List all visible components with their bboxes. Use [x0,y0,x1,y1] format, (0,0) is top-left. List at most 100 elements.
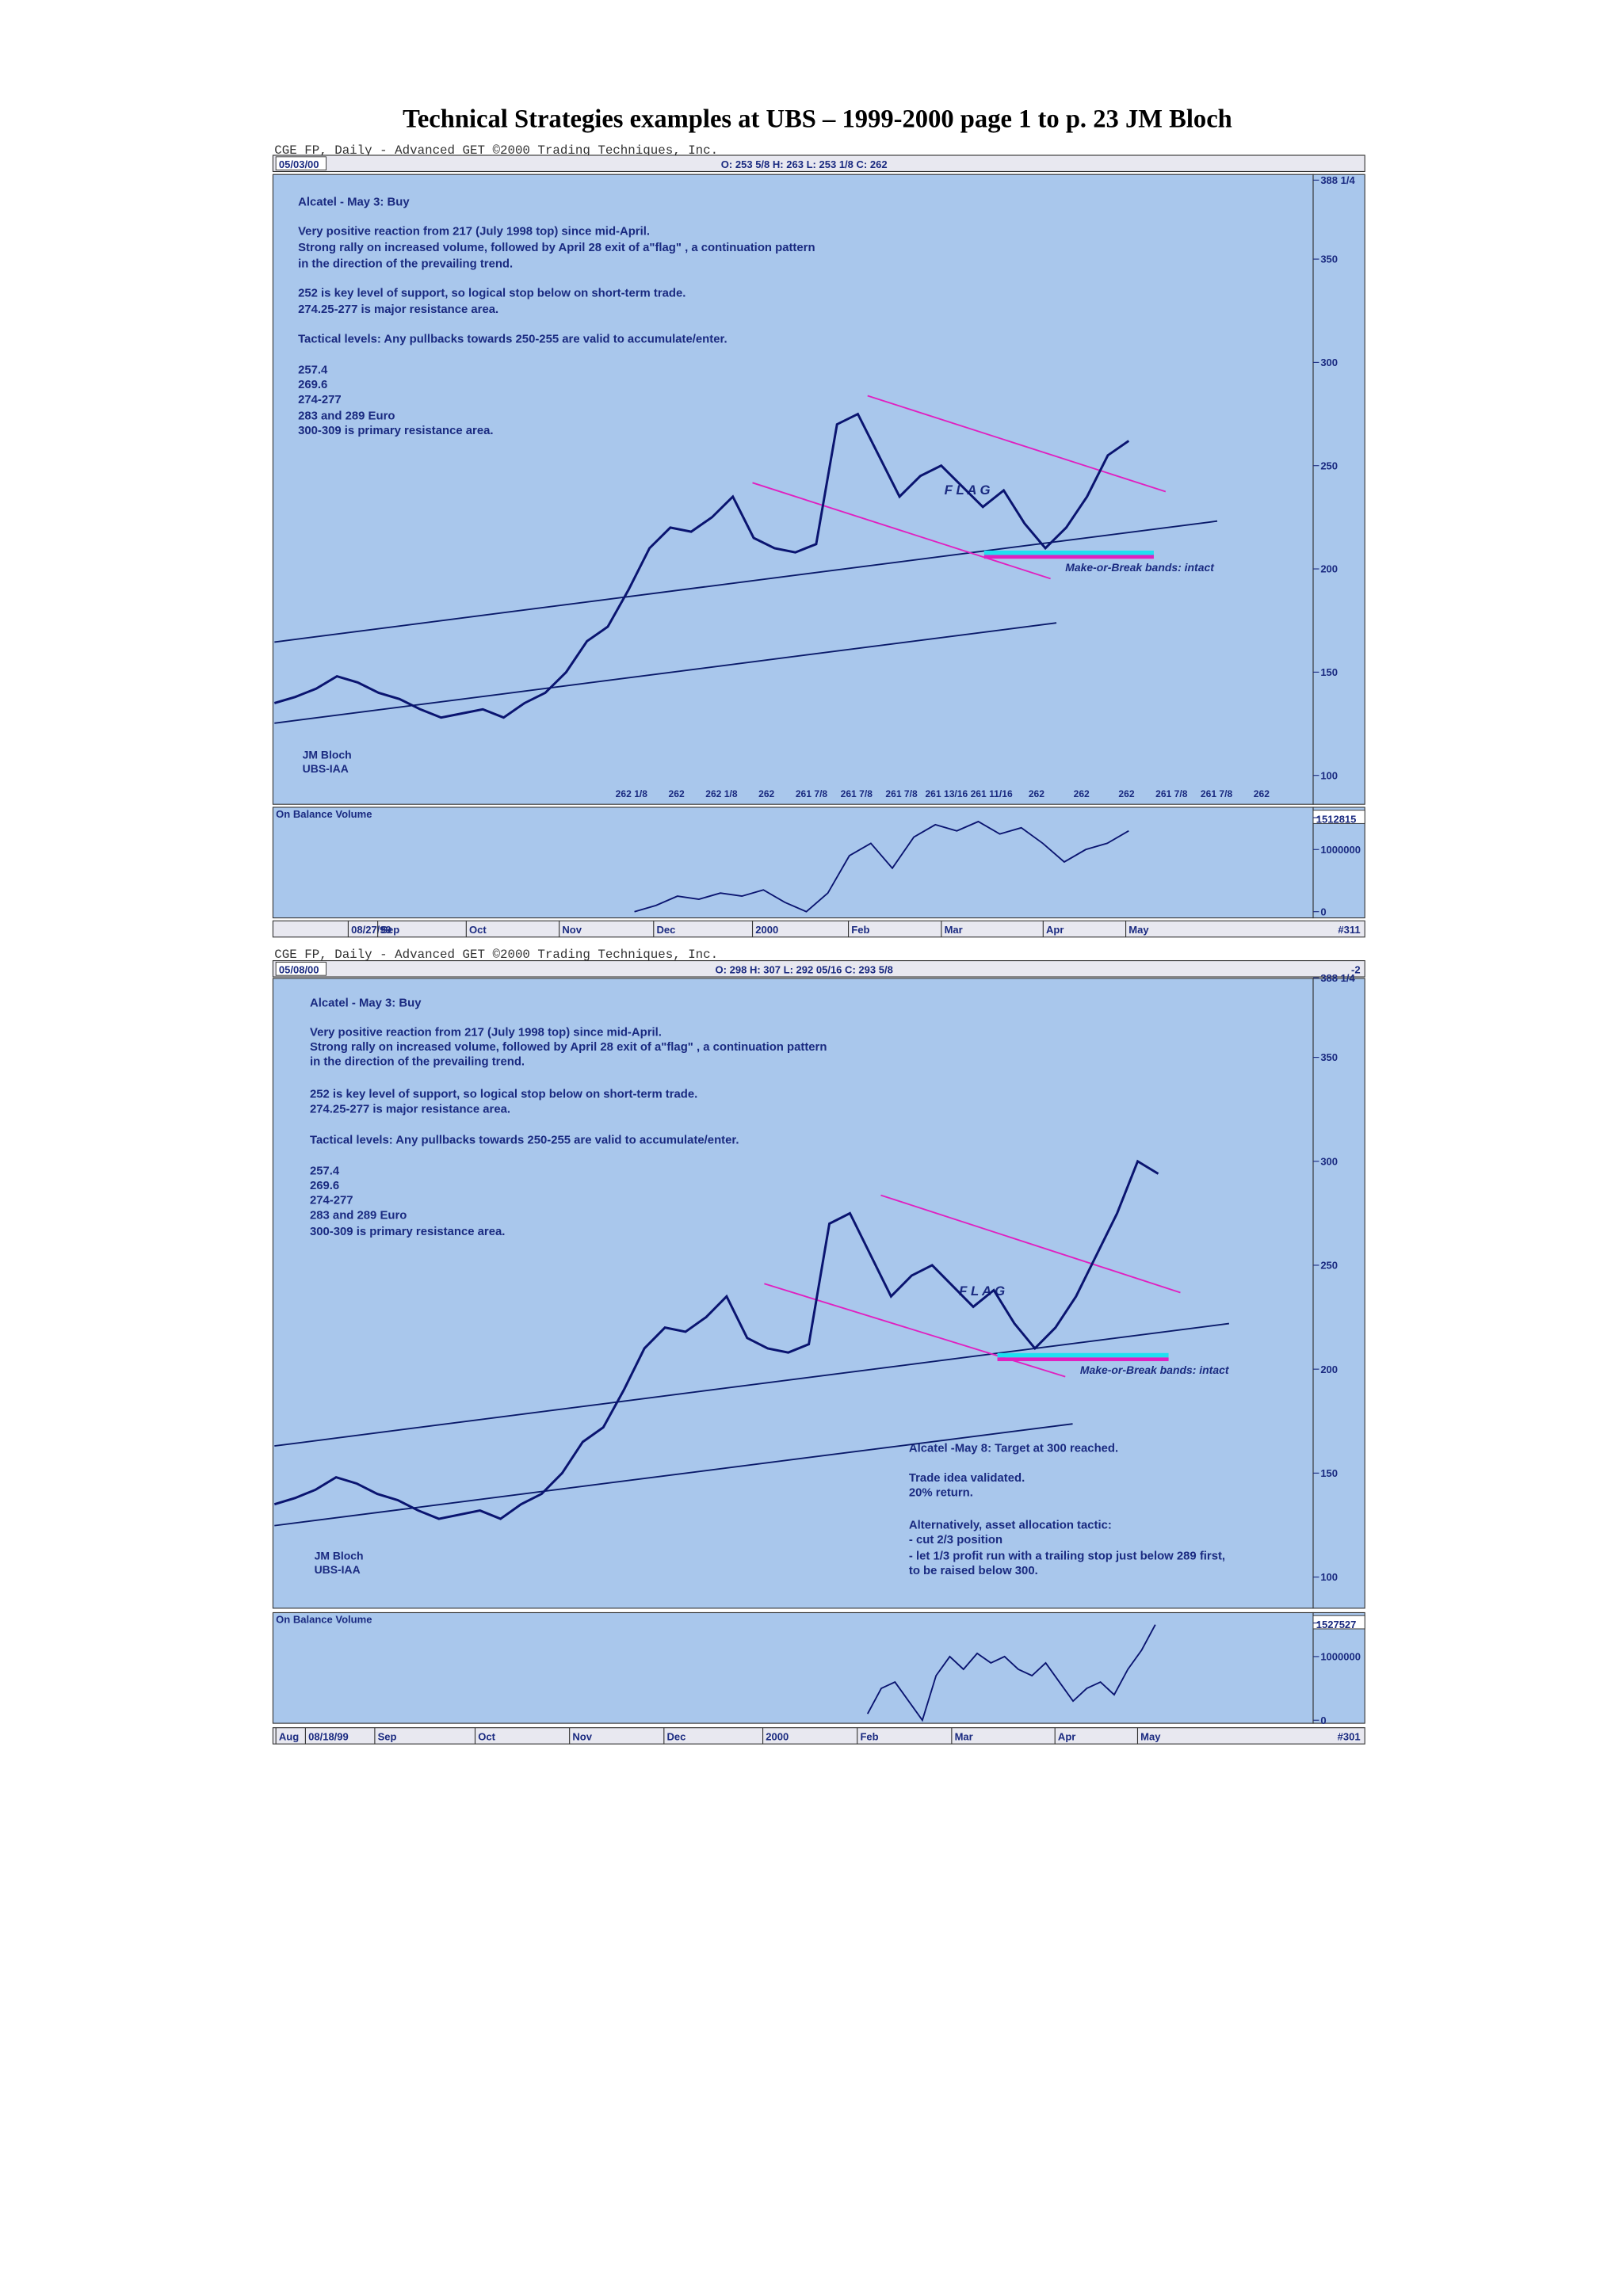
date-label: Apr [1058,1731,1075,1743]
obv-tick-label: 1512815 [1316,813,1357,825]
y-tick-label: 300 [1320,1155,1338,1167]
ohlc: O: 298 H: 307 L: 292 05/16 C: 293 5/8 [716,963,893,975]
note-line: 283 and 289 Euro [298,410,395,422]
note-line: Alcatel - May 3: Buy [310,997,422,1009]
trend-line [274,1423,1073,1527]
y-tick-label: 150 [1320,1467,1338,1479]
bottom-value: 261 13/16 [925,788,968,799]
y-tick-label: 388 1/4 [1320,972,1355,984]
band-cyan [997,1352,1169,1358]
y-tick-label: 350 [1320,254,1338,265]
note-line: Very positive reaction from 217 (July 19… [298,226,650,238]
obv-tick-label: 1527527 [1316,1619,1357,1630]
bottom-value: 262 1/8 [616,788,648,799]
note-line: 252 is key level of support, so logical … [298,288,685,300]
date-label: Oct [469,924,487,936]
signature: JM Bloch [315,1549,364,1562]
flag-label: F L A G [959,1283,1005,1299]
price-line [273,1159,1159,1520]
price-axis [1312,978,1365,1609]
band-magenta [983,555,1154,559]
signature: UBS-IAA [303,762,349,775]
obv-panel [272,807,1314,919]
obv-line [634,820,1129,913]
y-tick-label: 300 [1320,357,1338,368]
y-tick-label: 350 [1320,1051,1338,1063]
obv-last-box [1312,1615,1365,1630]
note-line: in the direction of the prevailing trend… [298,257,513,270]
signature: UBS-IAA [315,1563,361,1576]
trend-line [880,1194,1181,1294]
date-label: Dec [667,1731,686,1743]
obv-line [866,1624,1156,1722]
date-box [275,156,327,171]
date-label: 2000 [755,924,778,936]
bottom-value: 261 11/16 [971,788,1013,799]
bottom-value: 262 [669,788,685,799]
band-magenta [997,1357,1169,1362]
y-tick-label: 200 [1320,563,1338,575]
bottom-value: 262 1/8 [705,788,738,799]
band-cyan [983,550,1154,555]
target-note: to be raised below 300. [909,1565,1038,1577]
date-label: Mar [945,924,963,936]
note-line: 274-277 [310,1195,353,1207]
date-label: May [1128,924,1149,936]
note-line: Alcatel - May 3: Buy [298,196,410,208]
date-label: Dec [657,924,676,936]
bar-id: #311 [1338,924,1360,936]
note-line: 300-309 is primary resistance area. [298,425,493,437]
target-note: 20% return. [909,1486,973,1499]
info-bar [272,959,1365,978]
target-note: Trade idea validated. [909,1472,1025,1485]
obv-panel [272,1611,1314,1724]
trend-line [274,1322,1230,1447]
y-tick-label: 250 [1320,1260,1338,1272]
obv-tick-label: 1000000 [1320,844,1361,856]
obv-tick-label: 1000000 [1320,1651,1361,1663]
chart-date: 05/08/00 [279,963,319,975]
note-line: Strong rally on increased volume, follow… [310,1041,827,1054]
bottom-value: 262 [1118,788,1134,799]
trend-line [867,395,1167,493]
signature: JM Bloch [303,748,352,761]
note-line: 252 is key level of support, so logical … [310,1089,697,1101]
price-panel [272,174,1314,805]
target-note: - cut 2/3 position [909,1534,1002,1547]
date-label: May [1140,1731,1161,1743]
date-box [275,961,327,976]
chart-header: CGE FP, Daily - Advanced GET ©2000 Tradi… [274,143,718,158]
bottom-value: 262 [758,788,774,799]
bottom-value: 261 7/8 [796,788,828,799]
date-label: Sep [380,924,399,936]
date-label: 2000 [766,1731,789,1743]
date-label: Feb [860,1731,878,1743]
obv-axis [1312,807,1365,919]
obv-axis [1312,1611,1365,1724]
bottom-value: 261 7/8 [885,788,918,799]
price-axis [1312,174,1365,805]
bottom-value: 262 [1029,788,1044,799]
bottom-value: 262 [1254,788,1270,799]
note-line: 274-277 [298,394,342,406]
note-line: 269.6 [310,1180,339,1192]
page-title: Technical Strategies examples at UBS – 1… [403,105,1232,134]
date-axis [272,1727,1365,1745]
obv-label: On Balance Volume [276,808,372,820]
info-bar [272,154,1365,173]
trend-line [274,520,1218,643]
note-line: 283 and 289 Euro [310,1209,407,1222]
target-note: Alcatel -May 8: Target at 300 reached. [909,1443,1118,1455]
obv-last-box [1312,810,1365,824]
note-line: 300-309 is primary resistance area. [310,1226,505,1238]
date-label: Feb [851,924,869,936]
trend-line [274,622,1057,724]
bottom-value: 261 7/8 [1201,788,1233,799]
note-line: Very positive reaction from 217 (July 19… [310,1027,662,1039]
y-tick-label: 100 [1320,769,1338,781]
obv-tick-label: 0 [1320,906,1326,917]
band-label: Make-or-Break bands: intact [1080,1363,1230,1376]
obv-tick-label: 0 [1320,1714,1326,1726]
date-label: 08/18/99 [308,1731,349,1743]
